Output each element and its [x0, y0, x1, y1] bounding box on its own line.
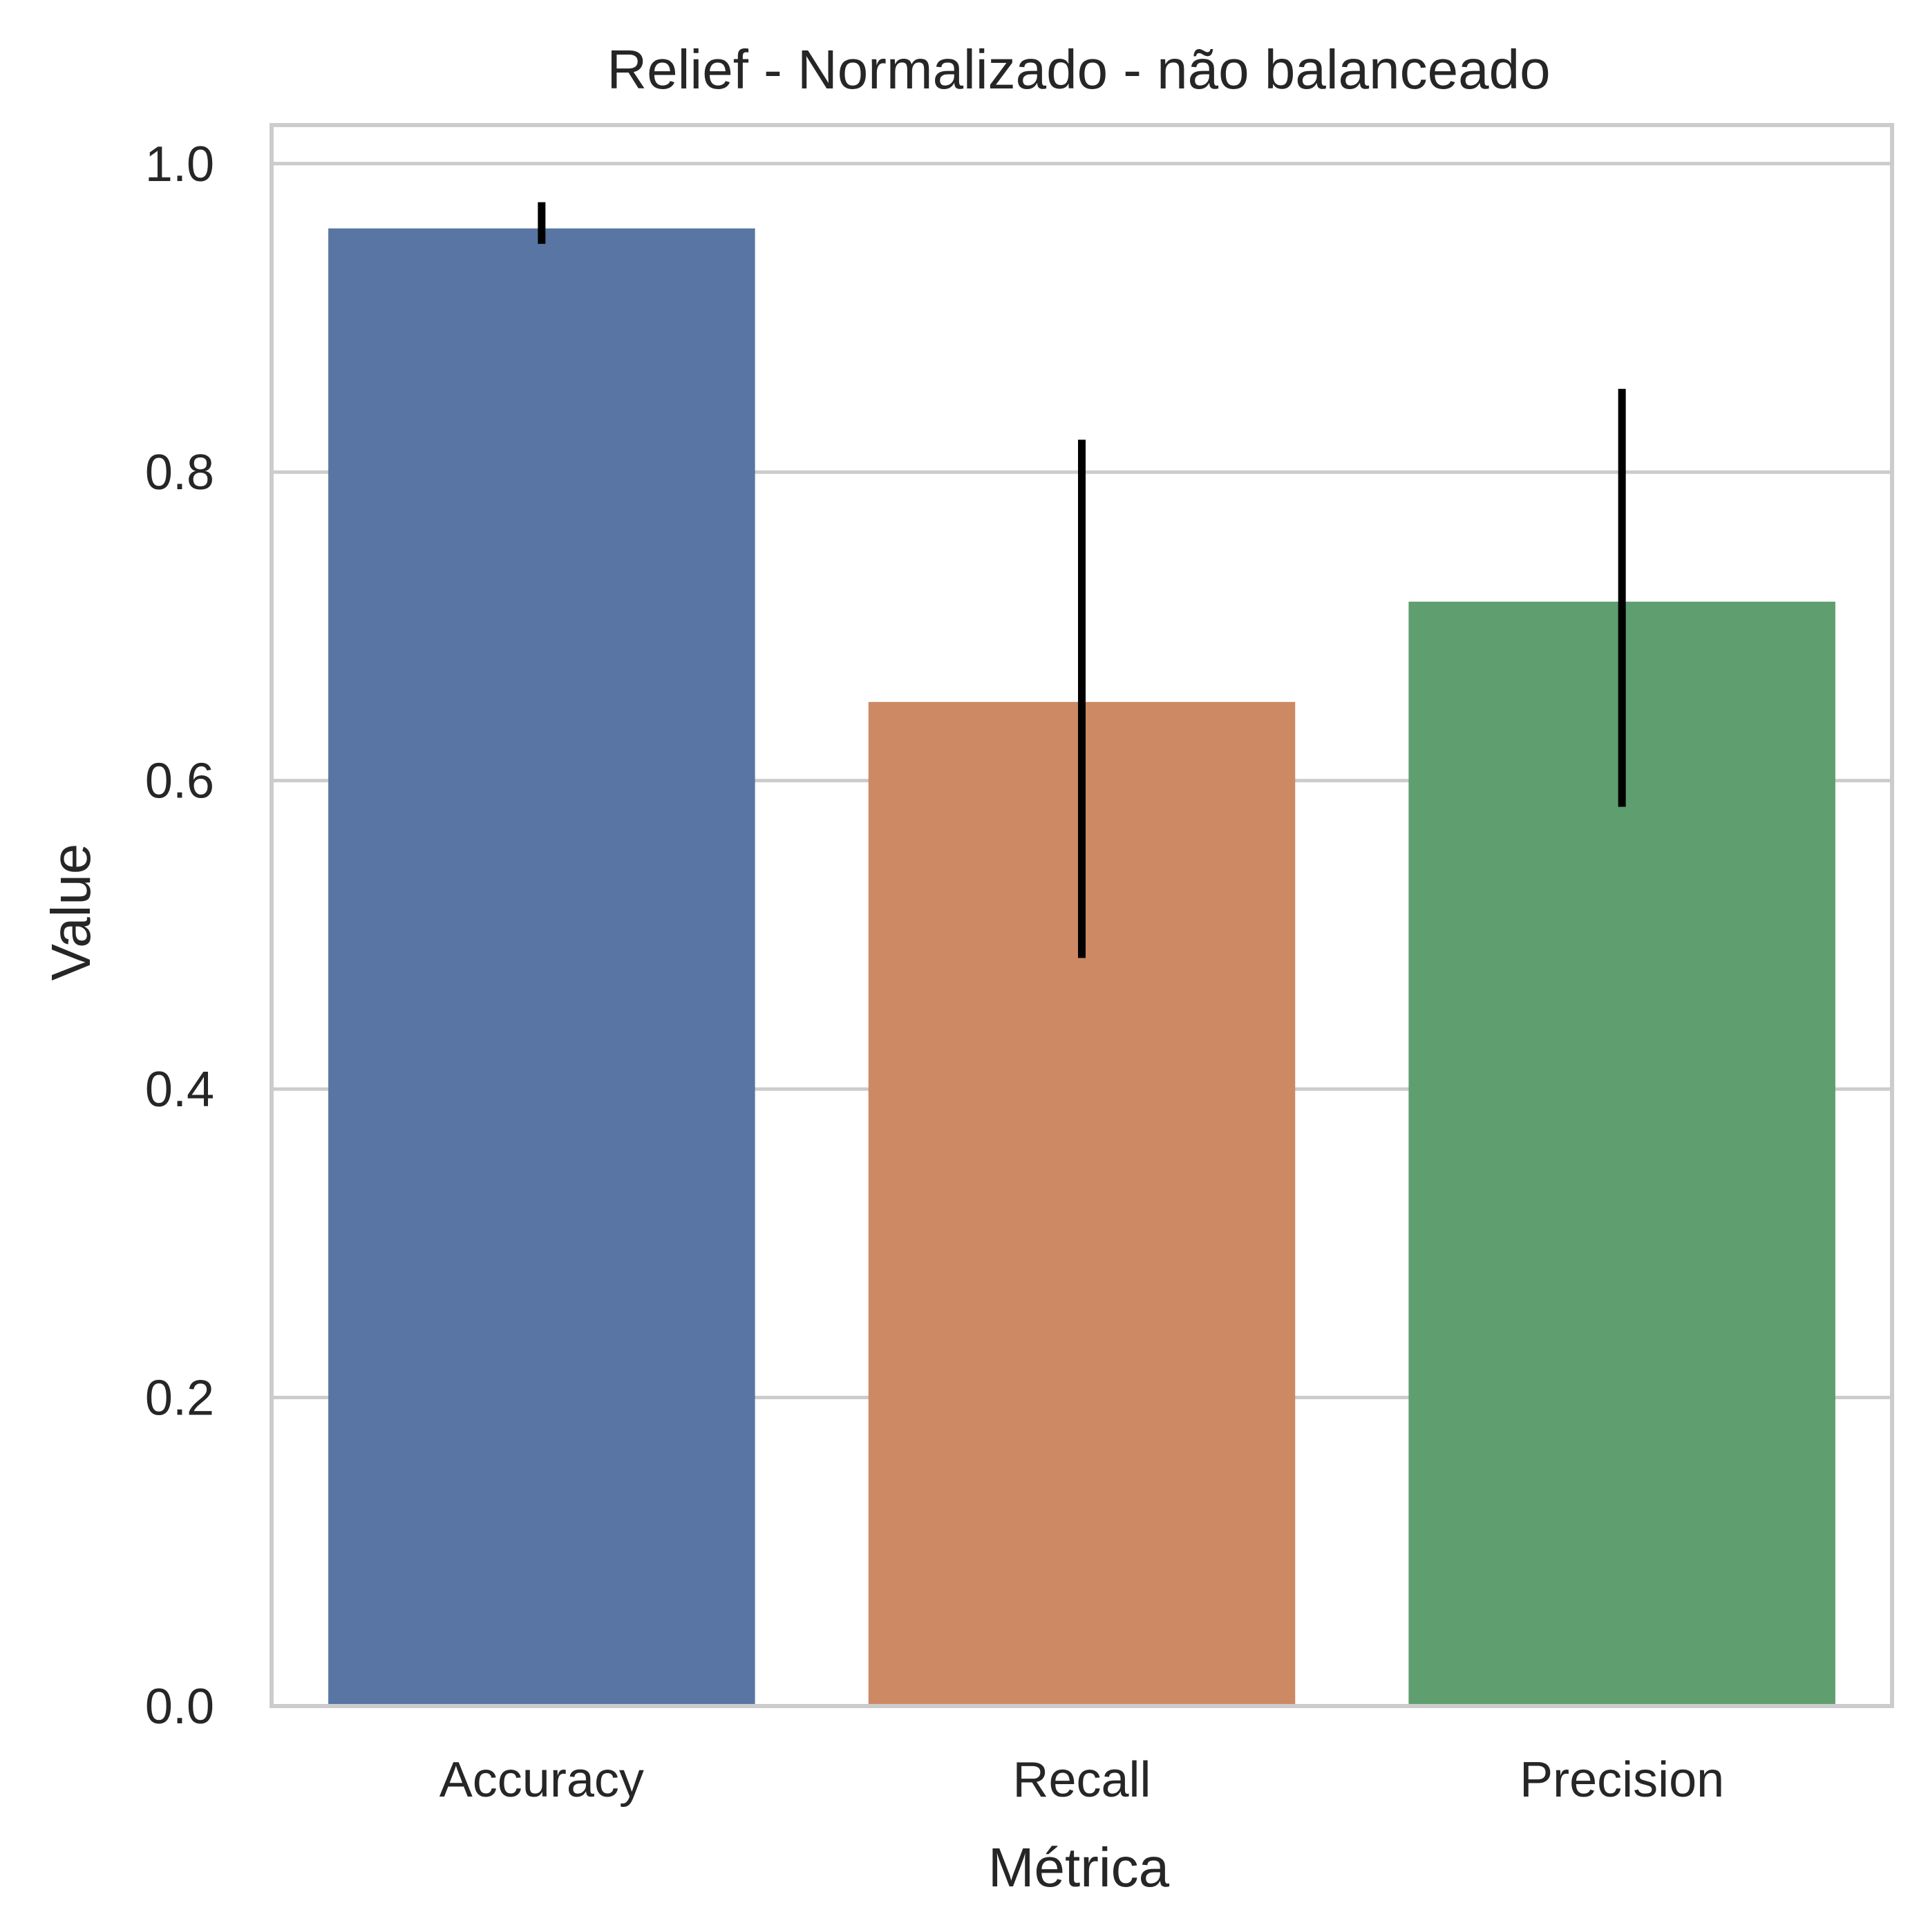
y-tick-label: 0.6: [145, 754, 214, 809]
error-bars: [538, 202, 1626, 958]
y-tick-label: 0.0: [145, 1679, 214, 1734]
y-tick-labels: 0.0 0.2 0.4 0.6 0.8 1.0: [145, 137, 214, 1734]
y-tick-label: 0.8: [145, 445, 214, 500]
y-tick-label: 0.2: [145, 1371, 214, 1426]
x-tick-label: Accuracy: [439, 1752, 644, 1808]
y-tick-label: 1.0: [145, 137, 214, 192]
x-tick-label: Recall: [1012, 1752, 1151, 1808]
chart-title: Relief - Normalizado - não balanceado: [607, 39, 1550, 100]
x-tick-labels: Accuracy Recall Precision: [439, 1752, 1724, 1808]
plot-frame: [270, 123, 1894, 1708]
bar-accuracy: [328, 228, 755, 1706]
x-tick-label: Precision: [1520, 1752, 1724, 1808]
y-axis-label: Value: [40, 844, 102, 981]
y-tick-label: 0.4: [145, 1062, 214, 1117]
x-axis-label: Métrica: [988, 1837, 1170, 1898]
